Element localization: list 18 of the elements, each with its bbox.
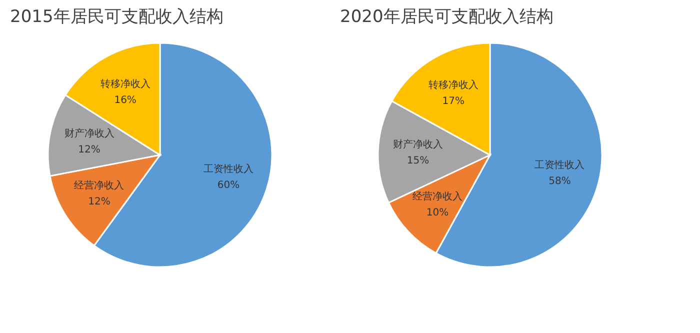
slice-label: 经营净收入: [412, 190, 463, 202]
slice-label: 转移净收入: [100, 78, 150, 90]
slice-label: 转移净收入: [428, 79, 478, 92]
data-label: 12%: [88, 196, 110, 208]
data-label: 16%: [114, 94, 136, 106]
data-label: 15%: [406, 156, 430, 167]
data-label: 17%: [442, 96, 464, 108]
data-label: 60%: [217, 180, 240, 192]
slice-label: 财产净收入: [64, 128, 114, 140]
data-label: 10%: [426, 207, 449, 218]
slice-label: 工资性收入: [203, 163, 254, 176]
chart-title: 2015年居民可支配收入结构: [10, 7, 224, 27]
data-label: 12%: [78, 144, 100, 156]
data-label: 58%: [548, 176, 571, 187]
slice-label: 财产净收入: [393, 138, 444, 151]
slice-label: 工资性收入: [534, 158, 585, 171]
chart-title: 2020年居民可支配收入结构: [340, 7, 554, 27]
slice-label: 经营净收入: [74, 180, 124, 192]
